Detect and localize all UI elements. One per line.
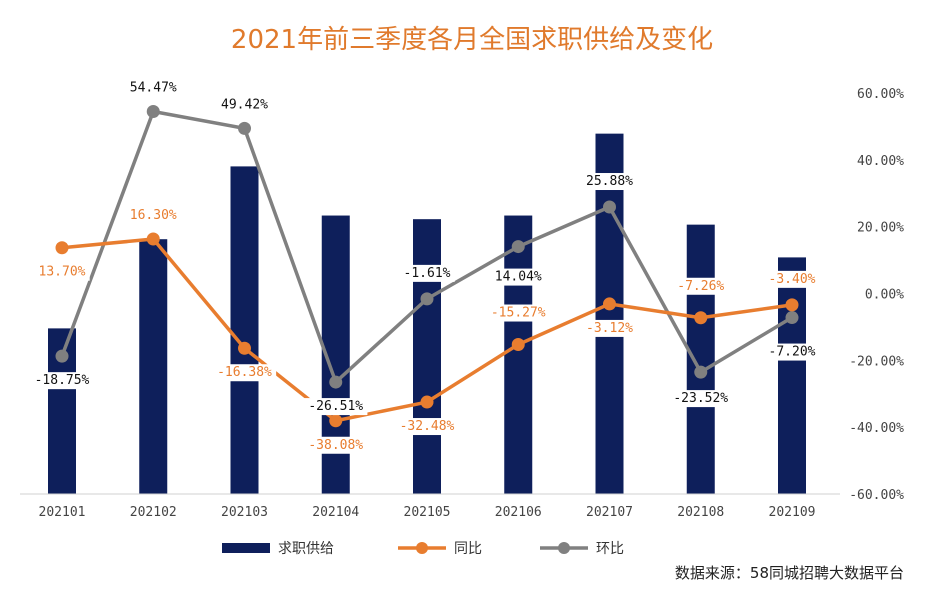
x-tick-202105: 202105 bbox=[404, 505, 451, 520]
source-note: 数据来源：58同城招聘大数据平台 bbox=[675, 564, 904, 582]
legend-swatch-tongbi-dot bbox=[416, 542, 428, 554]
tongbi-label-202104: -38.08% bbox=[308, 438, 363, 453]
huanbi-label-202108: -23.52% bbox=[673, 391, 728, 406]
tongbi-point-202107 bbox=[603, 297, 616, 311]
huanbi-point-202109 bbox=[785, 311, 799, 325]
tongbi-label-bg-202108 bbox=[673, 277, 729, 295]
tongbi-label-202102: 16.30% bbox=[130, 208, 177, 223]
tongbi-point-202109 bbox=[785, 298, 799, 312]
x-tick-202104: 202104 bbox=[312, 505, 359, 520]
huanbi-point-202106 bbox=[511, 240, 525, 254]
y-tick-2: 20.00% bbox=[857, 221, 904, 236]
y-tick-1: 40.00% bbox=[857, 154, 904, 169]
tongbi-label-202106: -15.27% bbox=[491, 306, 546, 321]
tongbi-label-202109: -3.40% bbox=[769, 272, 816, 287]
y-axis-ticks: 60.00% 40.00% 20.00% 0.00% -20.00% -40.00% -60… bbox=[849, 87, 904, 503]
bar-202105 bbox=[413, 219, 441, 494]
huanbi-label-202101: -18.75% bbox=[35, 373, 90, 388]
legend-swatch-huanbi-dot bbox=[558, 542, 570, 554]
y-tick-6: -60.00% bbox=[849, 488, 904, 503]
y-tick-5: -40.00% bbox=[849, 421, 904, 436]
huanbi-label-bg-202101 bbox=[30, 372, 94, 390]
huanbi-label-bg-202104 bbox=[304, 398, 368, 416]
y-tick-3: 0.00% bbox=[865, 288, 904, 303]
huanbi-point-202102 bbox=[146, 104, 160, 118]
huanbi-label-202105: -1.61% bbox=[404, 266, 451, 281]
x-tick-202103: 202103 bbox=[221, 505, 268, 520]
huanbi-label-bg-202108 bbox=[669, 390, 733, 408]
tongbi-label-202108: -7.26% bbox=[677, 279, 724, 294]
huanbi-label-bg-202105 bbox=[399, 264, 455, 282]
tongbi-label-202103: -16.38% bbox=[217, 365, 272, 380]
tongbi-point-202103 bbox=[238, 341, 251, 355]
huanbi-label-bg-202103 bbox=[216, 96, 273, 114]
tongbi-point-202102 bbox=[146, 232, 160, 246]
bar-202108 bbox=[686, 224, 715, 494]
huanbi-point-202108 bbox=[694, 365, 708, 379]
huanbi-point-202107 bbox=[603, 200, 616, 214]
bar-202102 bbox=[139, 239, 168, 494]
tongbi-label-bg-202104 bbox=[304, 436, 368, 454]
x-axis-ticks: 202101 202102 202103 202104 202105 202106 2021… bbox=[39, 505, 816, 520]
y-tick-0: 60.00% bbox=[857, 87, 904, 102]
x-tick-202102: 202102 bbox=[130, 505, 177, 520]
huanbi-point-202105 bbox=[420, 292, 434, 306]
tongbi-label-bg-202105 bbox=[395, 418, 459, 436]
tongbi-point-202105 bbox=[420, 395, 434, 409]
legend-swatch-bar bbox=[222, 543, 270, 553]
huanbi-point-202101 bbox=[55, 349, 69, 363]
x-tick-202109: 202109 bbox=[769, 505, 816, 520]
y-tick-4: -20.00% bbox=[849, 354, 904, 369]
chart-title: 2021年前三季度各月全国求职供给及变化 bbox=[231, 25, 713, 55]
tongbi-point-202101 bbox=[55, 241, 69, 255]
legend-label-bar: 求职供给 bbox=[278, 541, 334, 557]
bar-layer bbox=[48, 133, 806, 495]
tongbi-label-bg-202102 bbox=[125, 207, 181, 225]
tongbi-label-bg-202109 bbox=[764, 270, 820, 288]
huanbi-label-bg-202102 bbox=[125, 79, 181, 97]
bar-202103 bbox=[230, 166, 259, 494]
huanbi-label-202106: 14.04% bbox=[495, 270, 542, 285]
huanbi-label-bg-202107 bbox=[581, 173, 638, 191]
bar-202107 bbox=[595, 133, 624, 494]
x-tick-202101: 202101 bbox=[39, 505, 86, 520]
data-label-layer: 13.70% 16.30% -16.38% -38.08% -32.48% -15.27%… bbox=[30, 79, 820, 454]
tongbi-label-bg-202101 bbox=[34, 263, 90, 281]
x-tick-202107: 202107 bbox=[586, 505, 633, 520]
huanbi-label-202109: -7.20% bbox=[769, 345, 816, 360]
tongbi-point-202108 bbox=[694, 311, 708, 325]
tongbi-point-202104 bbox=[329, 414, 343, 428]
tongbi-point-202106 bbox=[511, 338, 525, 352]
tongbi-label-202105: -32.48% bbox=[400, 419, 455, 434]
huanbi-label-202103: 49.42% bbox=[221, 97, 268, 112]
tongbi-label-202107: -3.12% bbox=[586, 321, 633, 336]
huanbi-label-202104: -26.51% bbox=[308, 399, 363, 414]
tongbi-label-bg-202107 bbox=[581, 319, 638, 337]
legend-label-huanbi: 环比 bbox=[596, 541, 624, 557]
bar-202106 bbox=[504, 215, 533, 495]
huanbi-label-202107: 25.88% bbox=[586, 174, 633, 189]
line-layer bbox=[55, 104, 799, 428]
huanbi-point-202103 bbox=[238, 121, 251, 135]
huanbi-label-202102: 54.47% bbox=[130, 80, 177, 95]
x-tick-202106: 202106 bbox=[495, 505, 542, 520]
legend-label-tongbi: 同比 bbox=[454, 541, 482, 557]
bar-202109 bbox=[778, 257, 806, 494]
x-tick-202108: 202108 bbox=[677, 505, 724, 520]
tongbi-label-bg-202103 bbox=[212, 364, 277, 382]
huanbi-label-bg-202106 bbox=[490, 268, 546, 286]
huanbi-point-202104 bbox=[329, 375, 343, 389]
tongbi-label-bg-202106 bbox=[486, 304, 550, 322]
huanbi-label-bg-202109 bbox=[764, 343, 820, 361]
tongbi-label-202101: 13.70% bbox=[39, 265, 86, 280]
legend: 求职供给 同比 环比 bbox=[222, 541, 624, 557]
